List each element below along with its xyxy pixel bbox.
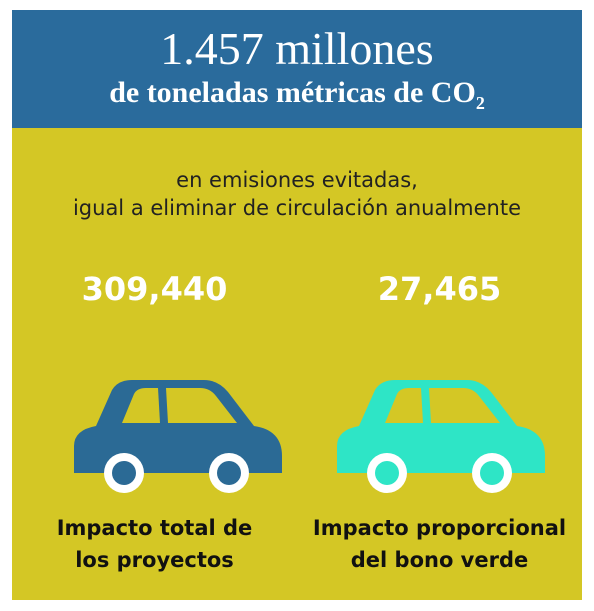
label-line: Impacto proporcional [312,516,567,540]
infographic: 1.457 millones de toneladas métricas de … [12,10,582,600]
label-line: Impacto total de [56,516,253,540]
label-line: del bono verde [350,548,529,572]
wheel-hub [217,461,241,485]
header: 1.457 millones de toneladas métricas de … [12,10,582,128]
car-window [122,388,160,423]
subscript: 2 [475,93,485,113]
car-window [429,388,500,423]
count: 309,440 [81,270,228,308]
subtitle: de toneladas métricas de CO2 [12,76,582,114]
wheel-hub [375,461,399,485]
body-line: igual a eliminar de circulación anualmen… [72,196,522,220]
car-icon [337,380,545,493]
body-text: en emisiones evitadas, igual a eliminar … [12,166,582,222]
label-line: los proyectos [75,548,234,572]
car-window [385,388,423,423]
count: 27,465 [377,270,502,308]
wheel-hub [112,461,136,485]
car-body [337,380,545,473]
title: 1.457 millones [160,23,434,74]
body-line: en emisiones evitadas, [176,168,418,192]
item-label: Impacto total de los proyectos [12,512,297,576]
item-label: Impacto proporcional del bono verde [297,512,582,576]
car-icon [74,380,282,493]
body: en emisiones evitadas, igual a eliminar … [12,128,582,600]
car-window [166,388,237,423]
subtitle-text: de toneladas métricas de CO [109,76,476,109]
wheel-hub [480,461,504,485]
car-body [74,380,282,473]
